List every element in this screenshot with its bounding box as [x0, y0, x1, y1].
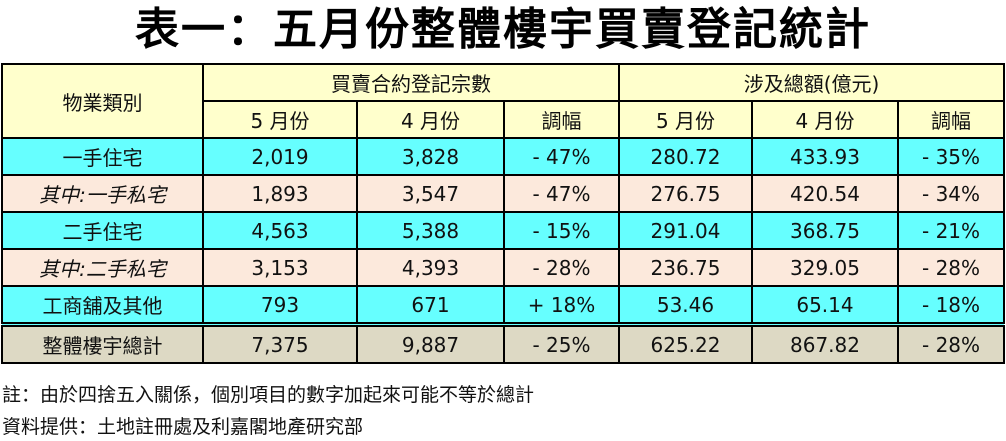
cell-c-apr: 3,828: [356, 137, 505, 176]
cell-v-chg: - 21%: [896, 211, 1006, 250]
cell-c-apr: 9,887: [356, 322, 505, 364]
cell-c-may: 793: [202, 285, 358, 326]
cell-c-apr: 5,388: [356, 211, 505, 250]
cell-v-may: 280.72: [618, 137, 753, 176]
cell-v-chg: - 28%: [896, 322, 1006, 364]
header-may: 5 月份: [202, 100, 358, 139]
header-category: 物業類別: [1, 63, 204, 139]
header-change: 調幅: [896, 100, 1006, 139]
cell-v-may: 53.46: [618, 285, 753, 326]
cell-c-chg: - 47%: [503, 137, 620, 176]
row-label: 其中:一手私宅: [1, 174, 204, 213]
cell-c-chg: - 28%: [503, 248, 620, 287]
cell-v-apr: 420.54: [751, 174, 899, 213]
table-row: 二手住宅 4,563 5,388- 15% 291.04 368.75- 21%: [1, 211, 1006, 250]
row-label: 一手住宅: [1, 137, 204, 176]
page-title: 表一：五月份整體樓宇買賣登記統計: [135, 4, 871, 55]
cell-v-may: 236.75: [618, 248, 753, 287]
table-row: 整體樓宇總計 7,375 9,887- 25% 625.22 867.82- 28%: [1, 322, 1006, 364]
cell-c-apr: 671: [356, 285, 505, 326]
cell-v-chg: - 35%: [896, 137, 1006, 176]
cell-v-chg: - 34%: [896, 174, 1006, 213]
header-registrations: 買賣合約登記宗數: [202, 63, 620, 102]
cell-v-apr: 368.75: [751, 211, 899, 250]
row-label: 其中:二手私宅: [1, 248, 204, 287]
cell-v-apr: 329.05: [751, 248, 899, 287]
table-row: 一手住宅 2,019 3,828- 47% 280.72 433.93- 35%: [1, 137, 1006, 176]
cell-v-apr: 433.93: [751, 137, 899, 176]
cell-c-may: 4,563: [202, 211, 358, 250]
footnote: 註：由於四捨五入關係，個別項目的數字加起來可能不等於總計: [2, 384, 535, 406]
header-apr: 4 月份: [751, 100, 899, 139]
cell-c-may: 7,375: [202, 322, 358, 364]
cell-v-chg: - 18%: [896, 285, 1006, 326]
cell-v-chg: - 28%: [896, 248, 1006, 287]
row-label: 整體樓宇總計: [1, 322, 204, 364]
header-apr: 4 月份: [356, 100, 505, 139]
cell-c-may: 2,019: [202, 137, 358, 176]
cell-c-chg: - 47%: [503, 174, 620, 213]
cell-v-apr: 867.82: [751, 322, 899, 364]
source-note: 資料提供：土地註冊處及利嘉閣地產研究部: [2, 416, 364, 438]
header-row-2: 5 月份 4 月份 調幅 5 月份 4 月份 調幅: [2, 100, 1006, 139]
cell-c-chg: - 15%: [503, 211, 620, 250]
cell-c-chg: + 18%: [503, 285, 620, 326]
row-label: 工商舖及其他: [1, 285, 204, 326]
statistics-table: 物業類別 買賣合約登記宗數 涉及總額(億元) 5 月份 4 月份 調幅 5 月份…: [1, 63, 1006, 364]
cell-c-apr: 4,393: [356, 248, 505, 287]
row-label: 二手住宅: [1, 211, 204, 250]
cell-c-may: 3,153: [202, 248, 358, 287]
cell-c-chg: - 25%: [503, 322, 620, 364]
cell-v-may: 625.22: [618, 322, 753, 364]
cell-v-may: 291.04: [618, 211, 753, 250]
cell-v-apr: 65.14: [751, 285, 899, 326]
header-value: 涉及總額(億元): [617, 63, 1006, 102]
table-row: 其中:一手私宅 1,893 3,547- 47% 276.75 420.54- 34%: [1, 174, 1006, 213]
table-row: 工商舖及其他 793 671 + 18% 53.46 65.14- 18%: [1, 285, 1006, 326]
cell-v-may: 276.75: [618, 174, 753, 213]
table-row: 其中:二手私宅 3,153 4,393- 28% 236.75 329.05- 28%: [1, 248, 1006, 287]
header-may: 5 月份: [618, 100, 753, 139]
header-row-1: 物業類別 買賣合約登記宗數 涉及總額(億元): [1, 63, 1006, 139]
header-change: 調幅: [503, 100, 620, 139]
cell-c-may: 1,893: [202, 174, 358, 213]
cell-c-apr: 3,547: [356, 174, 505, 213]
